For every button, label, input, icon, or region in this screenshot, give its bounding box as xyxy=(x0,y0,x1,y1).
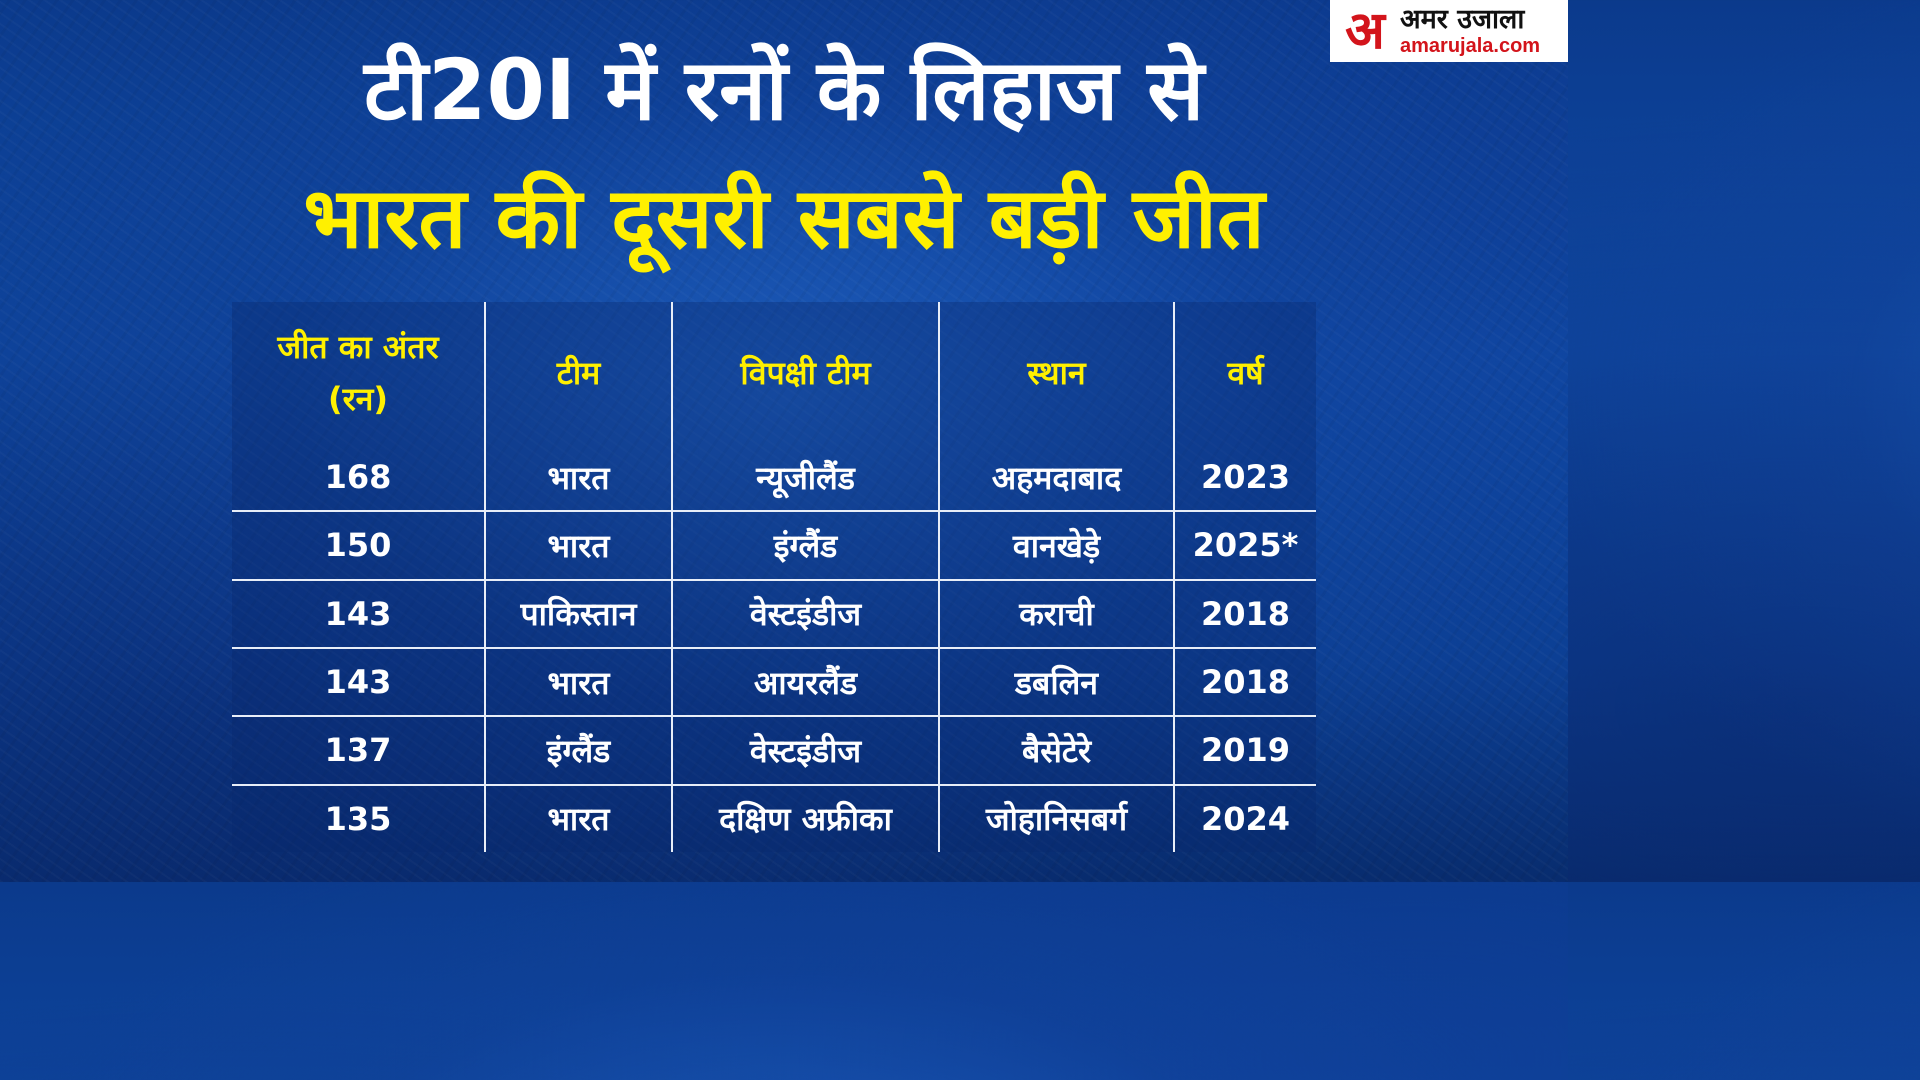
headline-line-1: टी20I में रनों के लिहाज से xyxy=(363,41,1205,139)
cell-venue: कराची xyxy=(939,579,1175,649)
cell-margin: 143 xyxy=(232,647,486,718)
table-row: 143 पाकिस्तान वेस्टइंडीज कराची 2018 xyxy=(232,579,1316,649)
cell-team: भारत xyxy=(485,647,673,718)
records-table: जीत का अंतर (रन) टीम विपक्षी टीम स्थान व… xyxy=(232,302,1316,852)
cell-venue: अहमदाबाद xyxy=(939,444,1175,513)
cell-team: पाकिस्तान xyxy=(485,579,673,649)
cell-margin: 150 xyxy=(232,511,486,581)
headline-line-2: भारत की दूसरी सबसे बड़ी जीत xyxy=(303,169,1265,267)
cell-venue: वानखेड़े xyxy=(939,511,1175,581)
cell-team: भारत xyxy=(485,784,673,852)
table-row: 150 भारत इंग्लैंड वानखेड़े 2025* xyxy=(232,511,1316,581)
cell-margin: 143 xyxy=(232,579,486,649)
header-opponent: विपक्षी टीम xyxy=(672,302,940,444)
amar-ujala-logo: अ अमर उजाला amarujala.com xyxy=(1330,0,1568,62)
cell-team: भारत xyxy=(485,444,673,513)
cell-team: भारत xyxy=(485,511,673,581)
header-year: वर्ष xyxy=(1227,354,1264,392)
cell-year: 2024 xyxy=(1200,799,1291,838)
cell-opponent: वेस्टइंडीज xyxy=(672,716,940,786)
cell-opponent: दक्षिण अफ्रीका xyxy=(672,784,940,852)
header-margin-line-1: जीत का अंतर xyxy=(277,328,439,366)
header-venue: स्थान xyxy=(939,302,1175,444)
cell-venue: जोहानिसबर्ग xyxy=(939,784,1175,852)
cell-venue: डबलिन xyxy=(939,647,1175,718)
records-table-container: जीत का अंतर (रन) टीम विपक्षी टीम स्थान व… xyxy=(232,302,1316,852)
cell-year: 2018 xyxy=(1174,579,1316,649)
cell-year: 2023 xyxy=(1174,444,1316,513)
header-margin: जीत का अंतर (रन) xyxy=(232,302,486,444)
table-row: 137 इंग्लैंड वेस्टइंडीज बैसेटेरे 2019 xyxy=(232,716,1316,786)
cell-opponent: वेस्टइंडीज xyxy=(672,579,940,649)
cell-team: इंग्लैंड xyxy=(485,716,673,786)
logo-mark: अ xyxy=(1345,1,1385,61)
table-header-row: जीत का अंतर (रन) टीम विपक्षी टीम स्थान व… xyxy=(232,302,1316,444)
logo-url: amarujala.com xyxy=(1400,35,1541,57)
cell-margin: 168 xyxy=(232,444,486,513)
table-row: 135 भारत दक्षिण अफ्रीका जोहानिसबर्ग 2024 xyxy=(232,784,1316,852)
cell-year: 2019 xyxy=(1174,716,1316,786)
table-row: 143 भारत आयरलैंड डबलिन 2018 xyxy=(232,647,1316,718)
table-row: 168 भारत न्यूजीलैंड अहमदाबाद 2023 xyxy=(232,444,1316,513)
cell-opponent: न्यूजीलैंड xyxy=(672,444,940,513)
cell-venue: बैसेटेरे xyxy=(939,716,1175,786)
cell-opponent: आयरलैंड xyxy=(672,647,940,718)
logo-name: अमर उजाला xyxy=(1400,4,1525,35)
cell-year: 2025* xyxy=(1174,511,1316,581)
header-margin-line-2: (रन) xyxy=(327,380,389,418)
cell-margin: 135 xyxy=(232,784,486,852)
logo-wordmark: अमर उजाला amarujala.com xyxy=(1400,6,1540,56)
cell-margin: 137 xyxy=(232,716,486,786)
header-team: टीम xyxy=(485,302,673,444)
cell-opponent: इंग्लैंड xyxy=(672,511,940,581)
cell-year: 2018 xyxy=(1174,647,1316,718)
